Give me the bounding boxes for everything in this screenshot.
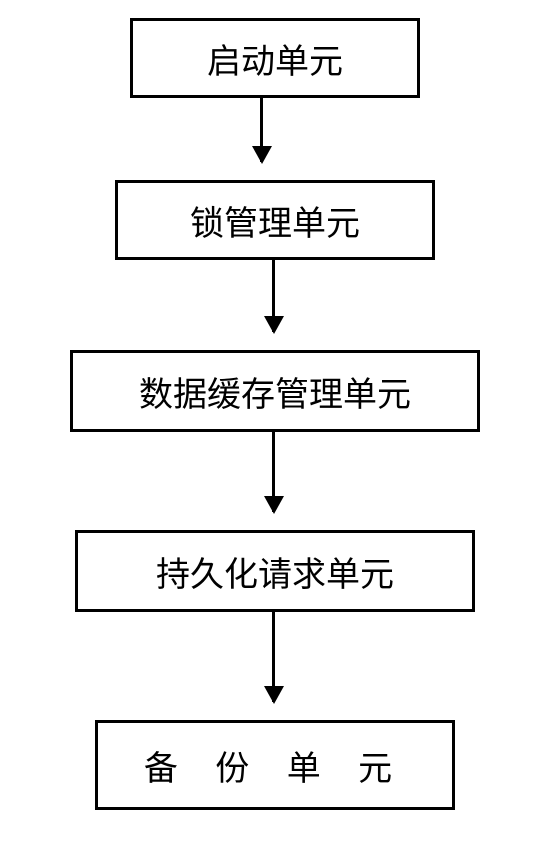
node-label: 数据缓存管理单元: [139, 367, 411, 416]
node-label: 锁管理单元: [190, 196, 360, 245]
node-label: 备 份 单 元: [144, 741, 406, 790]
node-label: 持久化请求单元: [156, 547, 394, 596]
flowchart-arrow: [272, 612, 275, 702]
flowchart-arrow: [260, 98, 263, 162]
flowchart-node-start: 启动单元: [130, 18, 420, 98]
flowchart-arrow: [272, 432, 275, 512]
flowchart-node-cache-mgmt: 数据缓存管理单元: [70, 350, 480, 432]
flowchart-container: 启动单元 锁管理单元 数据缓存管理单元 持久化请求单元 备 份 单 元: [0, 0, 546, 850]
node-label: 启动单元: [207, 34, 343, 83]
flowchart-arrow: [272, 260, 275, 332]
flowchart-node-lock-mgmt: 锁管理单元: [115, 180, 435, 260]
flowchart-node-persist-req: 持久化请求单元: [75, 530, 475, 612]
flowchart-node-backup: 备 份 单 元: [95, 720, 455, 810]
